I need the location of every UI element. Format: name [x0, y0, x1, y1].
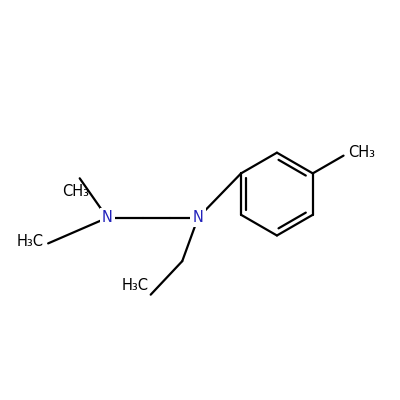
- Text: CH₃: CH₃: [348, 145, 375, 160]
- Text: CH₃: CH₃: [62, 184, 89, 199]
- Text: N: N: [102, 210, 113, 225]
- Text: H₃C: H₃C: [16, 234, 44, 249]
- Text: N: N: [192, 210, 204, 225]
- Text: H₃C: H₃C: [122, 278, 149, 293]
